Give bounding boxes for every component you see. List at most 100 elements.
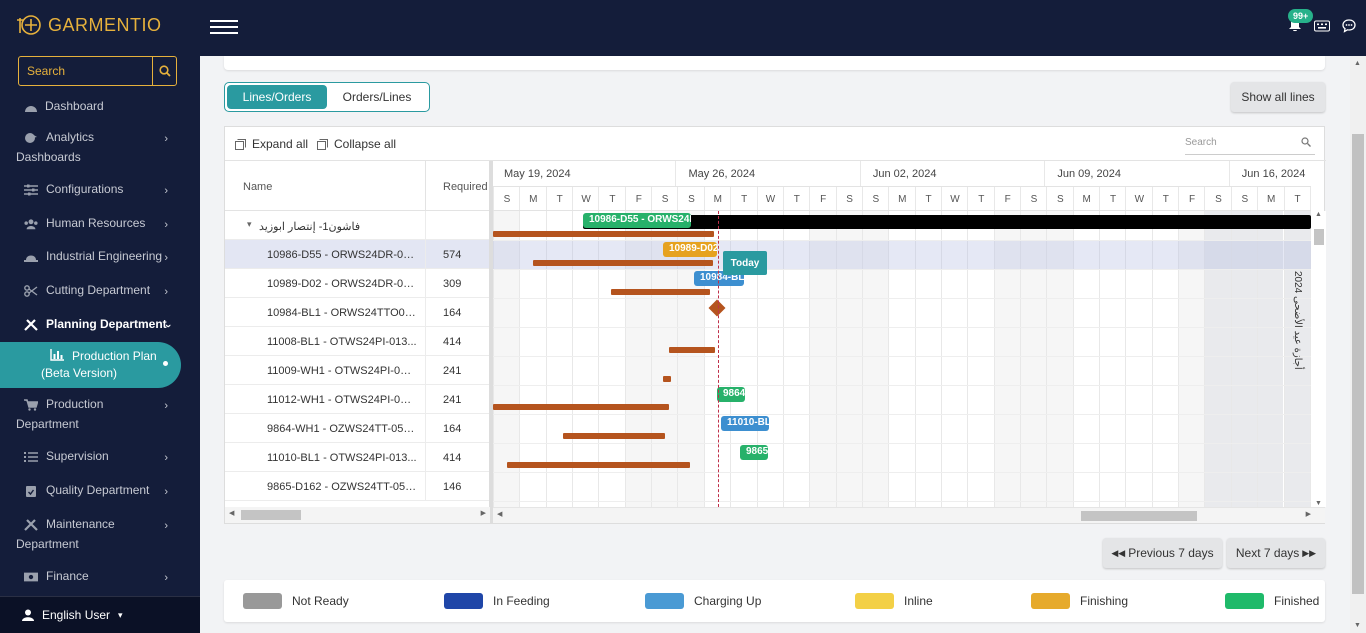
menu-toggle-button[interactable] xyxy=(210,20,238,36)
tab-lines-orders[interactable]: Lines/Orders xyxy=(227,85,327,109)
table-row[interactable]: 10989-D02 - ORWS24DR-061... 309 xyxy=(225,269,489,298)
day-column xyxy=(1125,211,1151,507)
day-column xyxy=(861,211,889,507)
day-label: F xyxy=(1004,194,1011,205)
sidebar-item-dashboard[interactable]: Dashboard xyxy=(0,99,200,113)
day-column xyxy=(730,211,756,507)
day-column xyxy=(1151,211,1178,507)
page-scrollbar[interactable]: ▲ ▼ xyxy=(1350,56,1366,633)
backward-icon: ◀◀ xyxy=(1111,547,1126,558)
sidebar-active-label-2: (Beta Version) xyxy=(41,366,118,380)
table-row[interactable]: 11008-BL1 - OTWS24PI-013... 414 xyxy=(225,327,489,356)
day-label: M xyxy=(1082,194,1091,205)
row-required: 164 xyxy=(443,423,462,435)
show-all-lines-button[interactable]: Show all lines xyxy=(1231,82,1325,112)
row-name: 9865-D162 - OZWS24TT-059... xyxy=(267,481,417,493)
chevron-down-icon: › xyxy=(162,324,175,328)
sidebar-item-finance[interactable]: Finance › xyxy=(0,569,200,584)
timeline-vertical-scrollbar[interactable]: ▲ ▼ xyxy=(1312,211,1326,507)
sidebar-item-human-resources[interactable]: Human Resources › xyxy=(0,216,200,231)
logo-icon xyxy=(17,15,41,35)
gantt-search-input[interactable]: Search xyxy=(1185,133,1315,155)
legend-item: Inline xyxy=(855,593,933,609)
sidebar-item-analytics[interactable]: Analytics › Dashboards xyxy=(0,130,200,164)
day-label: S xyxy=(1241,194,1249,205)
previous-7-days-button[interactable]: ◀◀ Previous 7 days xyxy=(1103,538,1222,568)
table-row[interactable]: 9865-D162 - OZWS24TT-059... 146 xyxy=(225,472,489,501)
tab-orders-lines[interactable]: Orders/Lines xyxy=(342,90,412,104)
next-7-days-button[interactable]: Next 7 days ▶▶ xyxy=(1227,538,1325,568)
sidebar-item-supervision[interactable]: Supervision › xyxy=(0,449,200,464)
task-bar[interactable]: 10989-D02 xyxy=(663,242,717,257)
table-row[interactable]: 11009-WH1 - OTWS24PI-013... 241 xyxy=(225,356,489,385)
caret-down-icon[interactable]: ▾ xyxy=(247,219,252,229)
chevron-right-icon: › xyxy=(164,286,168,298)
gantt-grid: Name Required q ▾ فاشون1- إنتصار ابوزيد … xyxy=(225,161,490,507)
col-required-header[interactable]: Required q xyxy=(443,181,489,193)
keyboard-icon[interactable] xyxy=(1314,20,1330,32)
panel-splitter[interactable] xyxy=(490,161,493,523)
table-row[interactable]: 11012-WH1 - OTWS24PI-013... 241 xyxy=(225,385,489,414)
sidebar-item-label: Analytics xyxy=(46,130,95,144)
sidebar-item-planning-department[interactable]: Planning Department › xyxy=(0,317,200,331)
day-label: S xyxy=(688,194,695,205)
sidebar-item-cutting-department[interactable]: Cutting Department › xyxy=(0,283,200,298)
progress-line xyxy=(533,260,713,266)
app-logo[interactable]: GARMENTIO xyxy=(16,14,162,36)
legend-item: Not Ready xyxy=(243,593,349,609)
sidebar-search[interactable]: Search xyxy=(18,56,177,86)
sidebar-item-label-2: Department xyxy=(16,417,79,431)
month-label: May 19, 2024 xyxy=(493,161,675,186)
day-label: F xyxy=(820,194,827,205)
grid-horizontal-scrollbar[interactable]: ◀ ▶ xyxy=(225,507,490,523)
table-row[interactable]: 11010-BL1 - OTWS24PI-013... 414 xyxy=(225,443,489,472)
collapse-all-button[interactable]: Collapse all xyxy=(317,137,396,151)
sidebar-item-production-plan[interactable]: Production Plan (Beta Version) xyxy=(0,342,181,388)
notifications-button[interactable]: 99+ xyxy=(1288,9,1314,35)
day-label: M xyxy=(529,194,538,205)
expand-all-button[interactable]: Expand all xyxy=(235,137,308,151)
task-bar[interactable]: 9865 xyxy=(740,445,768,460)
day-column xyxy=(519,211,545,507)
day-column xyxy=(545,211,572,507)
day-column xyxy=(809,211,836,507)
day-column xyxy=(1230,211,1258,507)
user-menu[interactable]: English User ▾ xyxy=(0,596,200,633)
group-bar[interactable]: فاشون1- إنتصار ابوزيد xyxy=(583,215,1311,229)
day-column xyxy=(993,211,1020,507)
task-bar[interactable]: 11010-BL xyxy=(721,416,769,431)
row-name: 11008-BL1 - OTWS24PI-013... xyxy=(267,336,417,348)
sidebar-item-label: Cutting Department xyxy=(46,283,151,297)
sidebar-item-quality-department[interactable]: Quality Department › xyxy=(0,483,200,498)
chevron-right-icon: › xyxy=(164,133,168,145)
task-bar[interactable]: 10986-D55 - ORWS24DR xyxy=(583,213,691,228)
row-required: 309 xyxy=(443,278,462,290)
col-name-header[interactable]: Name xyxy=(243,181,273,193)
day-column xyxy=(940,211,967,507)
chat-icon[interactable] xyxy=(1342,18,1356,33)
sidebar-item-production-department[interactable]: Production › Department xyxy=(0,397,200,431)
group-row[interactable]: ▾ فاشون1- إنتصار ابوزيد xyxy=(225,211,489,240)
day-label: S xyxy=(661,194,669,205)
sidebar-search-input[interactable]: Search xyxy=(27,64,66,78)
day-label: T xyxy=(793,194,800,205)
top-card xyxy=(224,56,1325,70)
table-row[interactable]: 10986-D55 - ORWS24DR-061... 574 xyxy=(225,240,489,269)
timeline-horizontal-scrollbar[interactable]: ◀ ▶ xyxy=(493,507,1325,523)
sidebar-item-label-2: Dashboards xyxy=(16,150,81,164)
sidebar-item-industrial-engineering[interactable]: Industrial Engineering › xyxy=(0,249,200,264)
search-button[interactable] xyxy=(152,57,176,85)
sidebar-active-label: Production Plan xyxy=(72,349,157,363)
sidebar-item-maintenance-department[interactable]: Maintenance › Department xyxy=(0,517,200,551)
sidebar-item-configurations[interactable]: Configurations › xyxy=(0,182,200,197)
table-row[interactable]: 9864-WH1 - OZWS24TT-059... 164 xyxy=(225,414,489,443)
table-row[interactable]: 10984-BL1 - ORWS24TTO02... 164 xyxy=(225,298,489,327)
row-required: 574 xyxy=(443,249,462,261)
legend-label: Charging Up xyxy=(694,594,762,608)
collapse-icon xyxy=(317,138,328,150)
month-label: Jun 09, 2024 xyxy=(1044,161,1228,186)
progress-line xyxy=(669,347,715,353)
day-column xyxy=(1046,211,1073,507)
task-bar[interactable]: 9864 xyxy=(717,387,745,402)
row-name: 10989-D02 - ORWS24DR-061... xyxy=(267,278,417,290)
